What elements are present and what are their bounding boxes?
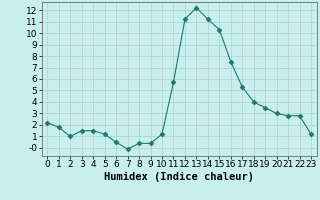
X-axis label: Humidex (Indice chaleur): Humidex (Indice chaleur) — [104, 172, 254, 182]
